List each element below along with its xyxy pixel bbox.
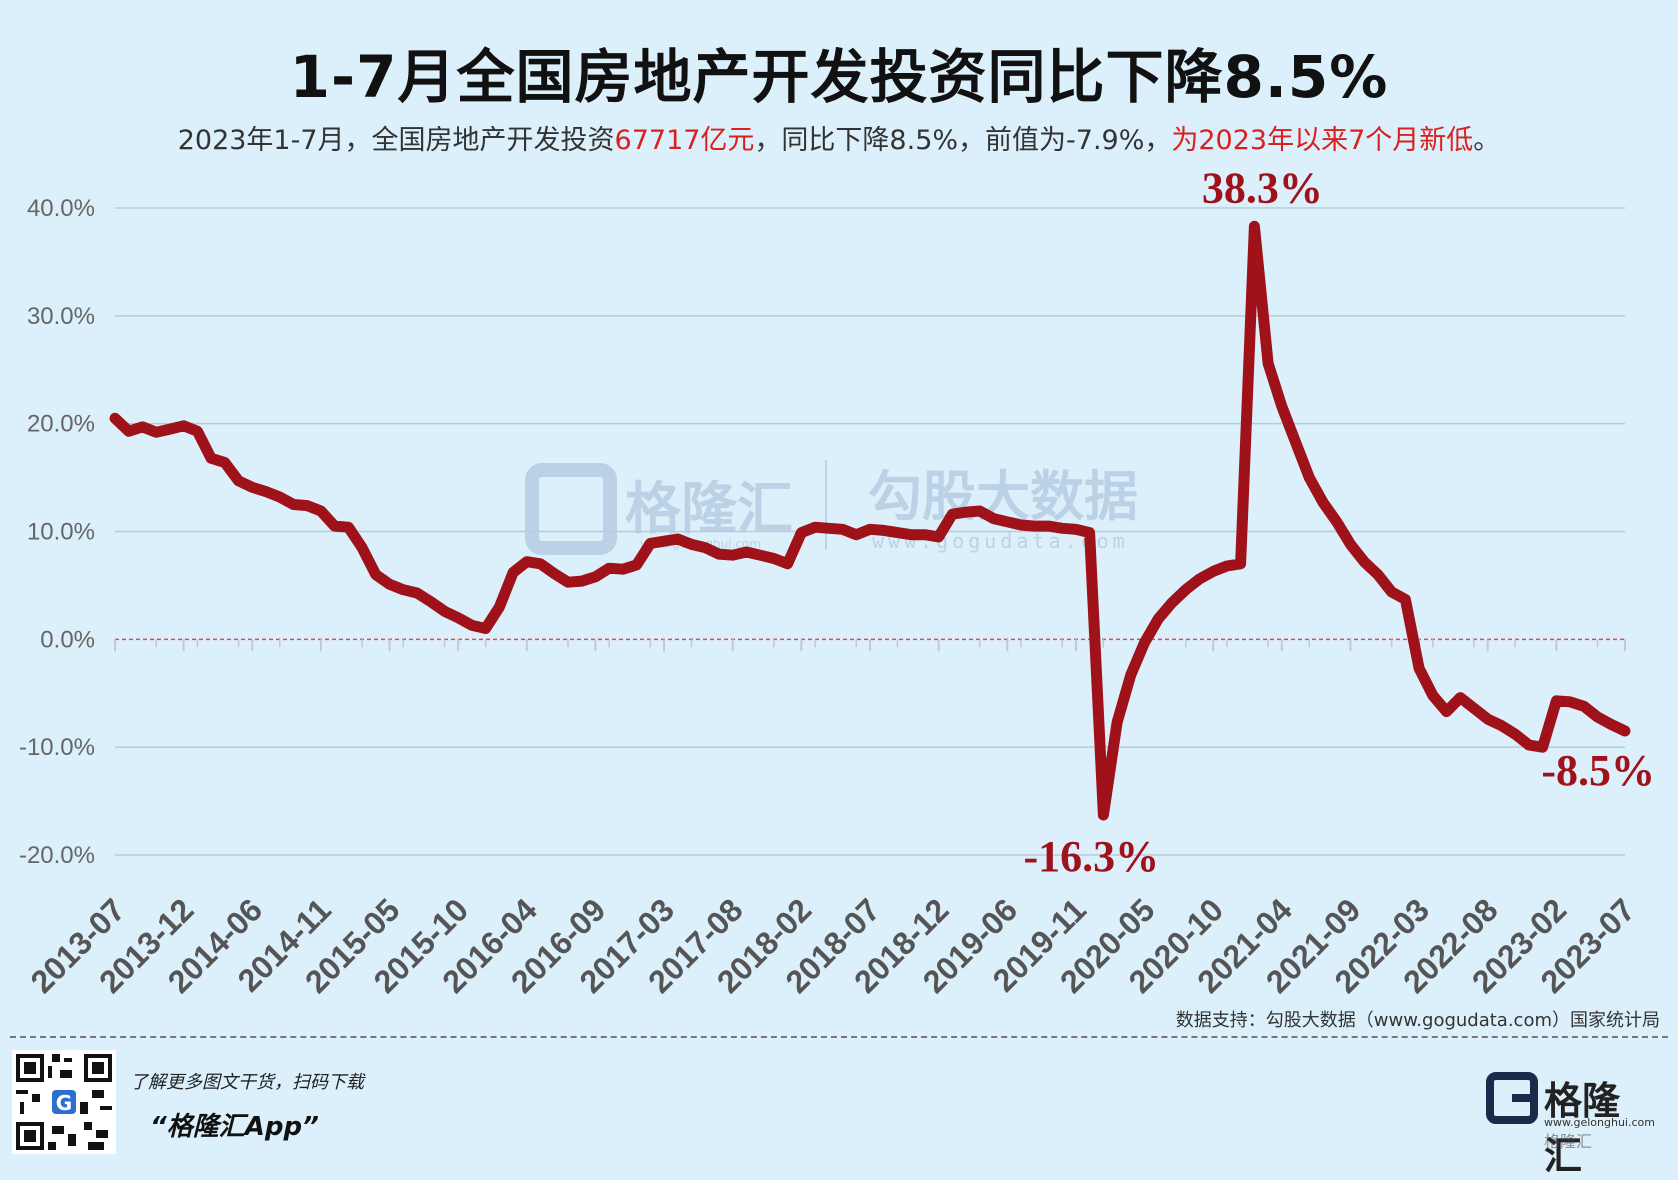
annotations: 38.3% -16.3% -8.5% xyxy=(1024,163,1655,881)
brand-sub: 格隆汇 xyxy=(1544,1132,1593,1151)
series-line xyxy=(109,220,1631,821)
subtitle-text-1: 2023年1-7月，全国房地产开发投资 xyxy=(177,125,615,156)
source-note: 数据支持：勾股大数据（www.gogudata.com）国家统计局 xyxy=(1175,1010,1660,1031)
series-layer xyxy=(109,220,1631,821)
annotation-label: -8.5% xyxy=(1541,746,1655,795)
page-subtitle: 2023年1-7月，全国房地产开发投资67717亿元，同比下降8.5%，前值为-… xyxy=(0,118,1678,157)
brand-url: www.gelonghui.com xyxy=(1544,1116,1655,1129)
subtitle-text-3: 。 xyxy=(1473,125,1501,156)
y-tick-label: 0.0% xyxy=(40,626,95,653)
x-axis: 2013-072013-122014-062014-112015-052015-… xyxy=(23,639,1642,1000)
y-tick-label: -20.0% xyxy=(19,842,95,869)
footer-divider xyxy=(10,1036,1668,1038)
page-title: 1-7月全国房地产开发投资同比下降8.5% xyxy=(289,43,1389,111)
qr-code-icon[interactable]: G xyxy=(12,1050,116,1154)
svg-text:G: G xyxy=(56,1091,72,1115)
annotation-label: -16.3% xyxy=(1024,832,1160,881)
y-tick-label: 10.0% xyxy=(27,519,95,546)
subtitle-highlight-amount: 67717亿元 xyxy=(614,125,755,156)
promo-app-name: “格隆汇App” xyxy=(150,1112,319,1142)
y-tick-label: -10.0% xyxy=(19,734,95,761)
brand-logo: 格隆汇 www.gelonghui.com 格隆汇 xyxy=(1486,1068,1656,1178)
subtitle-text-2: ，同比下降8.5%，前值为-7.9%， xyxy=(754,125,1172,156)
y-tick-label: 20.0% xyxy=(27,411,95,438)
line-chart: 格隆汇 www.gelonghui.com 勾股大数据 www.gogudata… xyxy=(19,163,1655,1000)
promo-text: 了解更多图文干货，扫码下载 xyxy=(130,1072,364,1093)
y-tick-label: 30.0% xyxy=(27,303,95,330)
annotation-label: 38.3% xyxy=(1202,163,1323,212)
y-axis-ticks: 40.0% 30.0% 20.0% 10.0% 0.0% -10.0% -20.0% xyxy=(19,195,95,869)
watermark-logo-icon xyxy=(525,463,617,555)
subtitle-highlight-low: 为2023年以来7个月新低 xyxy=(1171,125,1474,156)
watermark: 格隆汇 www.gelonghui.com 勾股大数据 www.gogudata… xyxy=(525,460,1138,555)
y-tick-label: 40.0% xyxy=(27,195,95,222)
brand-logo-icon xyxy=(1486,1072,1538,1124)
